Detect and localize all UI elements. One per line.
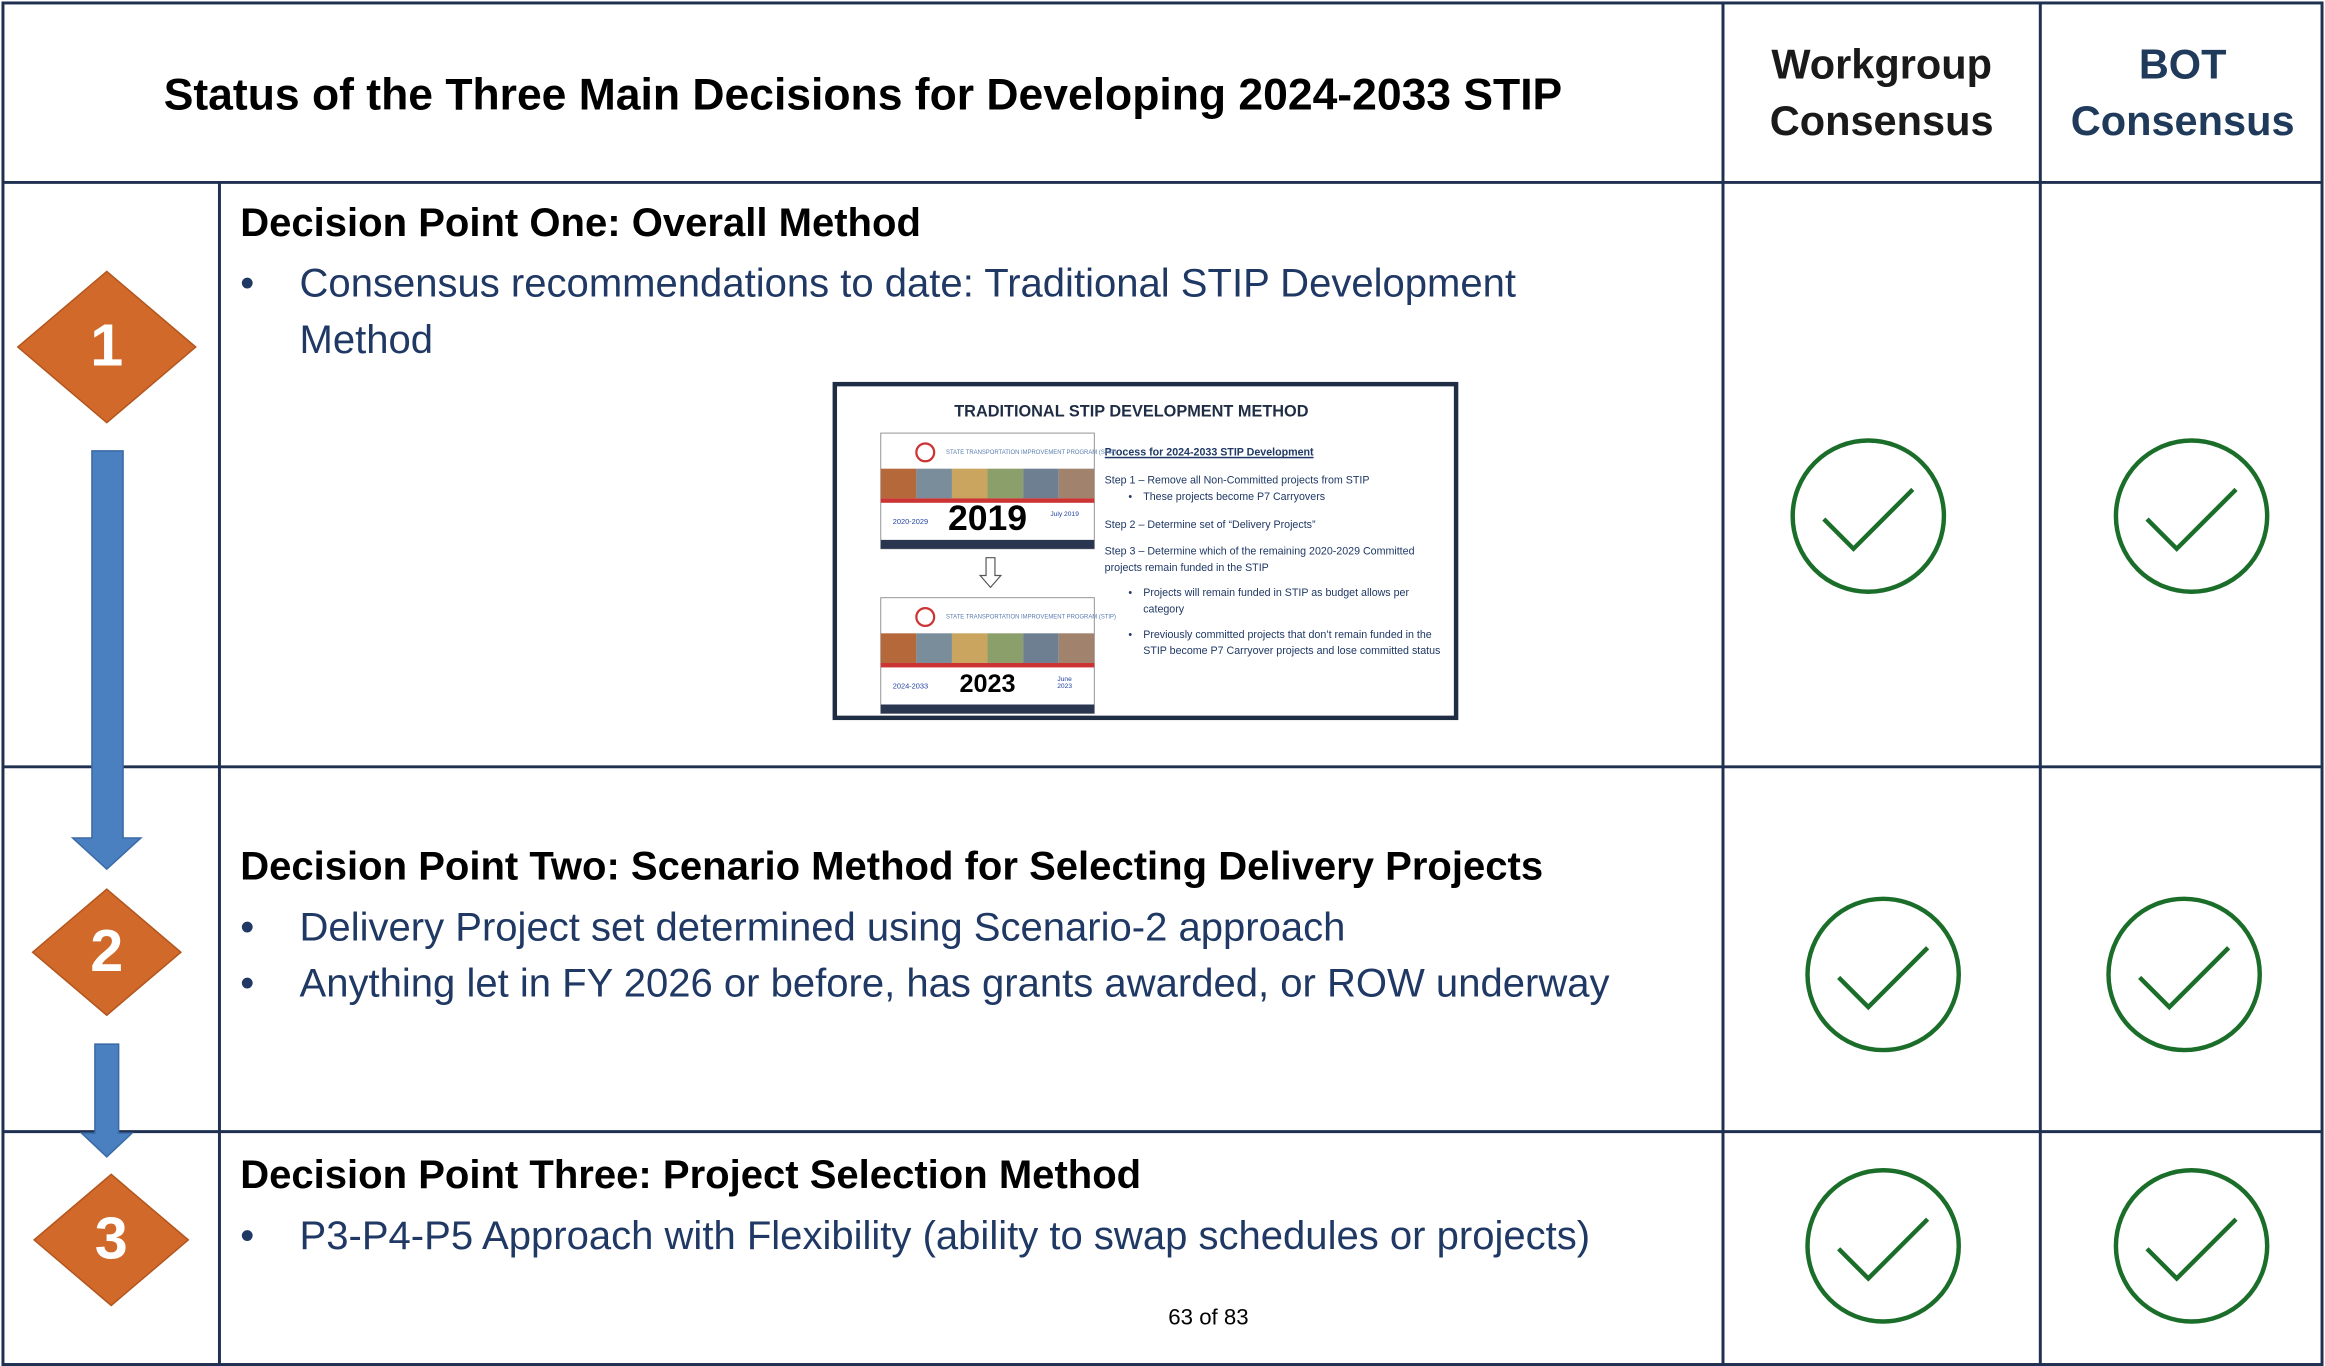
flow-arrow: [70, 450, 143, 871]
cover-photo: [880, 633, 917, 663]
check-mark: [2145, 487, 2238, 552]
figure-arrow: [978, 557, 1003, 589]
number-diamond: [32, 1173, 190, 1307]
decision-text: Decision Point Three: Project Selection …: [240, 1142, 1708, 1263]
cover-photo: [1058, 468, 1095, 499]
figure-step: Step 2 – Determine set of “Delivery Proj…: [1104, 516, 1316, 531]
decision-cell: Decision Point Three: Project Selection …: [240, 1142, 1708, 1350]
decision-title: Decision Point Two: Scenario Method for …: [240, 843, 1544, 889]
table-title: Status of the Three Main Decisions for D…: [164, 71, 1563, 120]
figure-substep: Projects will remain funded in STIP as b…: [1105, 586, 1452, 617]
figure-text: Process for 2024-2033 STIP Development S…: [1105, 445, 1452, 715]
cover-photo: [987, 468, 1024, 499]
cover-footer: [880, 539, 1095, 549]
check-mark: [2138, 946, 2231, 1011]
figure-substep: These projects become P7 Carryovers: [1105, 489, 1452, 505]
cover-program: STATE TRANSPORTATION IMPROVEMENT PROGRAM…: [946, 615, 1116, 621]
column-header: Workgroup Consensus: [1769, 41, 1994, 144]
cover-photo: [1023, 468, 1059, 499]
figure: TRADITIONAL STIP DEVELOPMENT METHOD Proc…: [835, 384, 1456, 718]
bullet-list: Delivery Project set determined using Sc…: [240, 899, 1619, 1012]
check-circle: [2113, 1167, 2270, 1324]
decision-number: 2: [90, 917, 123, 984]
check-circle: [1805, 1167, 1961, 1324]
cover-logo: [915, 442, 936, 463]
check-circle: [2113, 438, 2270, 595]
check-mark: [1837, 1217, 1930, 1282]
cover-photo: [951, 468, 988, 499]
column-header-cell: BOT Consensus: [2070, 41, 2295, 144]
cover-year: 2023: [959, 670, 1015, 698]
cover-logo: [915, 606, 936, 628]
bullet: Delivery Project set determined using Sc…: [240, 899, 1619, 955]
figure-step: Step 1 – Remove all Non-Committed projec…: [1104, 472, 1370, 486]
decision-number: 3: [95, 1205, 128, 1272]
cover-year: 2019: [948, 498, 1027, 538]
cover-date: June 2023: [1057, 674, 1073, 690]
cover-range: 2020-2029: [893, 517, 928, 526]
page-number: 63 of 83: [1168, 1304, 1248, 1329]
figure-title: TRADITIONAL STIP DEVELOPMENT METHOD: [954, 403, 1309, 421]
decision-title: Decision Point Three: Project Selection …: [240, 1152, 1142, 1197]
cover-range: 2024-2033: [893, 682, 928, 691]
bullet-list: P3-P4-P5 Approach with Flexibility (abil…: [240, 1207, 1619, 1263]
check-circle: [1790, 438, 1947, 595]
column-header: BOT Consensus: [2070, 41, 2295, 144]
cover-stripe: [880, 498, 1095, 503]
check-mark: [2145, 1217, 2238, 1282]
decision-cell: Decision Point One: Overall Method Consen…: [240, 190, 1708, 398]
decision-text: Decision Point Two: Scenario Method for …: [240, 834, 1708, 1012]
cover-photo: [951, 633, 988, 663]
cover-stripe: [880, 662, 1095, 668]
flow-arrow: [79, 1043, 134, 1158]
figure-heading: Process for 2024-2033 STIP Development: [1104, 444, 1314, 459]
bullet-list: Consensus recommendations to date: Tradi…: [240, 255, 1619, 368]
bullet: Consensus recommendations to date: Tradi…: [240, 255, 1619, 368]
bullet: Anything let in FY 2026 or before, has g…: [240, 955, 1619, 1011]
cover-program: STATE TRANSPORTATION IMPROVEMENT PROGRAM…: [946, 450, 1116, 456]
column-header-cell: Workgroup Consensus: [1769, 41, 1994, 144]
check-mark: [1822, 487, 1915, 552]
check-mark: [1837, 946, 1930, 1011]
cover-footer: [880, 704, 1095, 714]
number-diamond: [31, 888, 183, 1017]
decision-title: Decision Point One: Overall Method: [240, 200, 921, 245]
cover-photo: [1058, 633, 1095, 663]
cover-date-box: July 2019: [1050, 510, 1079, 518]
cover-photo: [916, 468, 952, 499]
cover-date-box: June 2023: [1057, 674, 1073, 690]
decision-cell: Decision Point Two: Scenario Method for …: [240, 834, 1708, 1042]
decision-number: 1: [90, 312, 123, 379]
cover-photo: [987, 633, 1024, 663]
cover-photo: [1023, 633, 1059, 663]
cover-photo: [880, 468, 917, 499]
figure-steps: Process for 2024-2033 STIP Development S…: [1105, 445, 1452, 659]
figure-step: Step 3 – Determine which of the remainin…: [1104, 544, 1415, 574]
decision-text: Decision Point One: Overall Method Consen…: [240, 190, 1708, 368]
bullet: P3-P4-P5 Approach with Flexibility (abil…: [240, 1207, 1619, 1263]
check-circle: [1805, 896, 1961, 1053]
cover-date: July 2019: [1050, 510, 1079, 518]
number-diamond: [16, 270, 197, 424]
figure-substep: Previously committed projects that don’t…: [1105, 627, 1452, 658]
check-circle: [2106, 896, 2262, 1053]
cover-photo: [916, 633, 952, 663]
